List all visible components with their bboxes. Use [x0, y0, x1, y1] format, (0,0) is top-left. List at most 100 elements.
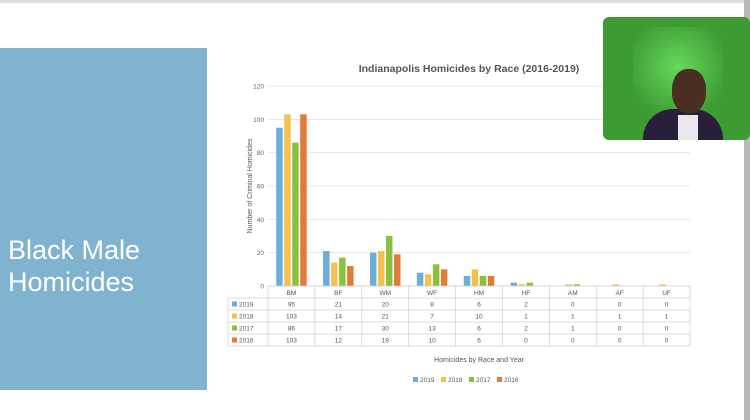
x-tick-label: WM [379, 290, 391, 297]
person-head [672, 69, 706, 113]
data-label: 10 [428, 338, 436, 345]
bar-UF-2018 [659, 284, 666, 286]
data-label: 0 [524, 338, 528, 345]
top-band [0, 0, 750, 3]
bar-HF-2019 [510, 282, 518, 286]
data-label: 0 [618, 326, 622, 333]
bar-WM-2019 [369, 252, 377, 286]
slide-title: Black Male Homicides [8, 235, 141, 297]
table-legend-key-2017 [232, 325, 237, 331]
data-label: 0 [665, 326, 669, 333]
data-label: 1 [665, 314, 669, 321]
data-label: 103 [286, 314, 297, 321]
legend-swatch-2019 [413, 377, 418, 382]
bar-BM-2016 [300, 114, 307, 286]
table-row-label: 2019 [239, 302, 254, 309]
bar-AM-2018 [565, 284, 573, 286]
table-legend-key-2016 [232, 337, 237, 343]
table-legend-key-2018 [232, 313, 237, 319]
bar-HM-2018 [471, 269, 479, 286]
bar-HF-2018 [518, 284, 526, 286]
x-tick-label: AM [568, 290, 578, 297]
data-label: 86 [288, 326, 296, 333]
x-tick-label: WF [427, 290, 437, 297]
bar-WM-2018 [377, 251, 385, 286]
data-label: 6 [477, 338, 481, 345]
bar-BM-2017 [292, 142, 299, 286]
table-row-label: 2016 [239, 338, 254, 345]
data-label: 30 [382, 326, 390, 333]
data-label: 95 [288, 302, 296, 309]
data-label: 0 [618, 338, 622, 345]
data-label: 21 [382, 314, 390, 321]
bar-WF-2016 [440, 269, 448, 286]
x-tick-label: UF [662, 290, 671, 297]
legend-label: 2018 [448, 377, 463, 384]
data-label: 0 [618, 302, 622, 309]
data-label: 19 [382, 338, 390, 345]
webcam-overlay[interactable] [603, 17, 750, 140]
y-tick-label: 0 [260, 284, 264, 291]
x-tick-label: BM [287, 290, 297, 297]
legend-swatch-2018 [441, 377, 446, 382]
legend-swatch-2017 [469, 377, 474, 382]
data-label: 0 [571, 302, 575, 309]
bar-AF-2018 [612, 284, 619, 286]
bar-BF-2016 [347, 266, 354, 286]
bar-HM-2017 [479, 276, 487, 286]
y-tick-label: 20 [257, 250, 265, 257]
x-tick-label: HM [474, 290, 484, 297]
y-tick-label: 60 [257, 184, 265, 191]
bar-BF-2019 [323, 251, 330, 286]
data-label: 0 [665, 302, 669, 309]
bar-AM-2017 [573, 284, 581, 286]
data-label: 1 [571, 314, 575, 321]
x-tick-label: AF [616, 290, 624, 297]
bar-BM-2018 [284, 114, 291, 286]
data-label: 7 [430, 314, 434, 321]
data-label: 0 [571, 338, 575, 345]
slide-sidebar: Black Male Homicides [0, 48, 207, 390]
data-label: 2 [524, 302, 528, 309]
homicides-chart: Indianapolis Homicides by Race (2016-201… [227, 63, 691, 384]
bar-HM-2016 [487, 276, 495, 286]
person-shirt [678, 115, 698, 140]
bar-BF-2017 [339, 257, 346, 286]
y-tick-label: 80 [257, 150, 265, 157]
data-label: 8 [430, 302, 434, 309]
data-label: 6 [477, 326, 481, 333]
data-label: 21 [335, 302, 343, 309]
data-label: 6 [477, 302, 481, 309]
legend-label: 2016 [504, 377, 519, 384]
data-label: 13 [428, 326, 436, 333]
chart-title: Indianapolis Homicides by Race (2016-201… [359, 63, 580, 75]
x-tick-label: HF [522, 290, 531, 297]
data-label: 2 [524, 326, 528, 333]
bar-WF-2017 [432, 264, 440, 286]
data-label: 17 [335, 326, 343, 333]
y-axis-label: Number of Criminal Homicides [247, 138, 254, 233]
bar-WM-2016 [393, 254, 401, 286]
y-tick-label: 120 [253, 84, 264, 91]
data-label: 12 [335, 338, 343, 345]
bar-WF-2019 [416, 272, 424, 286]
data-label: 0 [665, 338, 669, 345]
y-tick-label: 40 [257, 217, 265, 224]
data-label: 103 [286, 338, 297, 345]
data-label: 1 [618, 314, 622, 321]
bar-BM-2019 [276, 127, 283, 287]
legend-label: 2017 [476, 377, 491, 384]
y-tick-label: 100 [253, 117, 264, 124]
legend-label: 2019 [420, 377, 435, 384]
right-edge-strip [744, 0, 750, 420]
data-label: 1 [524, 314, 528, 321]
x-tick-label: BF [334, 290, 342, 297]
bar-WM-2017 [385, 236, 393, 286]
data-label: 10 [475, 314, 483, 321]
table-row-label: 2017 [239, 326, 254, 333]
data-label: 14 [335, 314, 343, 321]
table-row-label: 2018 [239, 314, 254, 321]
bar-HM-2019 [463, 276, 471, 286]
data-label: 1 [571, 326, 575, 333]
bar-BF-2018 [331, 262, 338, 286]
